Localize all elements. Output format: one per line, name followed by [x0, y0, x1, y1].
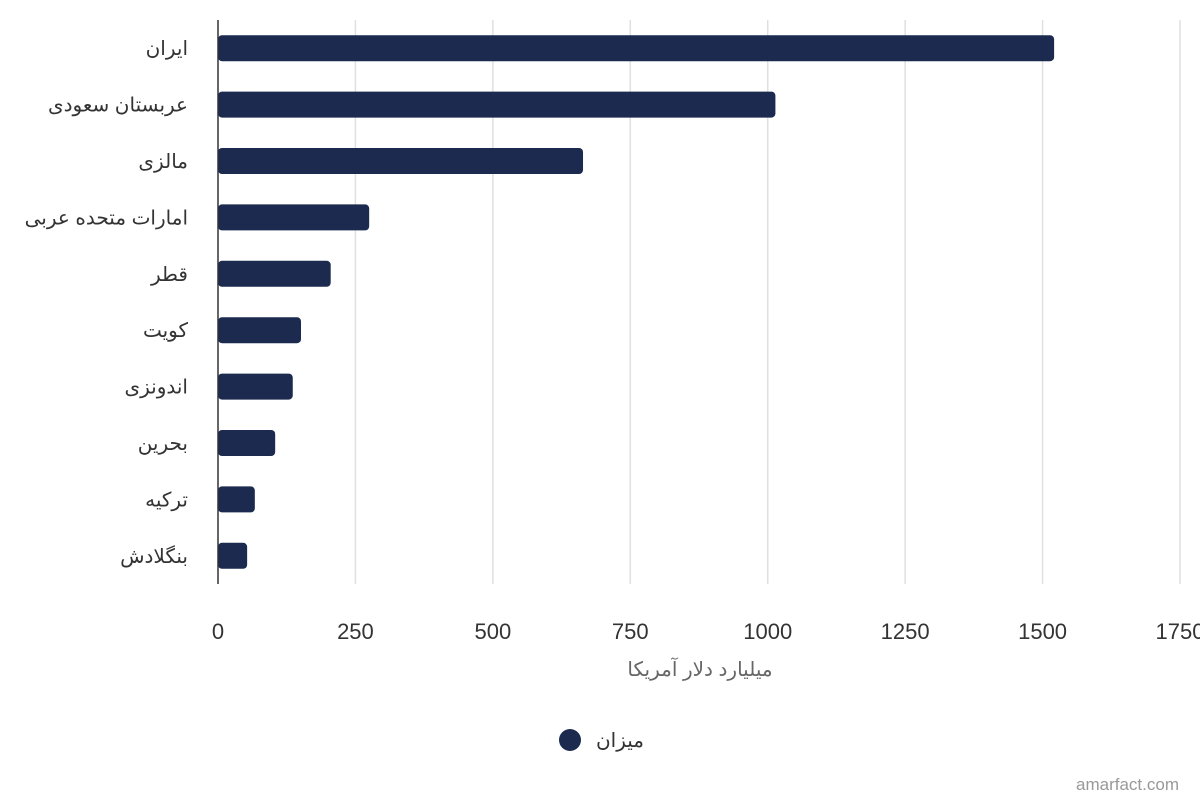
bar[interactable] — [218, 148, 584, 174]
category-label: کویت — [143, 320, 189, 342]
category-label: عربستان سعودی — [48, 95, 188, 117]
bar[interactable] — [218, 542, 248, 569]
bar[interactable] — [218, 260, 331, 287]
category-label: قطر — [150, 264, 188, 286]
category-label: ترکیه — [145, 489, 188, 511]
x-tick-label: 1000 — [743, 619, 792, 644]
category-label: بحرین — [138, 433, 188, 455]
x-tick-label: 1500 — [1018, 619, 1067, 644]
x-tick-label: 750 — [612, 619, 649, 644]
x-axis-title: میلیارد دلار آمریکا — [627, 656, 772, 681]
category-label: ایران — [146, 38, 188, 60]
x-tick-label: 1750 — [1156, 619, 1200, 644]
x-tick-label: 500 — [474, 619, 511, 644]
bar[interactable] — [218, 317, 302, 344]
bars — [218, 35, 1055, 569]
bar[interactable] — [218, 430, 276, 456]
x-tick-labels: 0 250 500 750 1000 1250 1500 1750 — [212, 619, 1200, 644]
x-tick-label: 0 — [212, 619, 224, 644]
x-tick-label: 250 — [337, 619, 374, 644]
bar[interactable] — [218, 204, 370, 231]
bar[interactable] — [218, 486, 255, 513]
category-labels: ایران عربستان سعودی مالزی امارات متحده عربی… — [25, 38, 189, 568]
legend-marker — [559, 729, 581, 751]
category-label: بنگلادش — [120, 545, 188, 568]
category-label: امارات متحده عربی — [25, 207, 188, 229]
category-label: اندونزی — [124, 377, 188, 399]
category-label: مالزی — [138, 151, 188, 173]
bar[interactable] — [218, 35, 1055, 62]
bar[interactable] — [218, 91, 776, 118]
credit-text[interactable]: amarfact.com — [1076, 775, 1179, 794]
x-tick-label: 1250 — [881, 619, 930, 644]
legend-label: میزان — [596, 730, 644, 752]
legend[interactable]: میزان — [559, 729, 644, 752]
bar[interactable] — [218, 373, 293, 400]
